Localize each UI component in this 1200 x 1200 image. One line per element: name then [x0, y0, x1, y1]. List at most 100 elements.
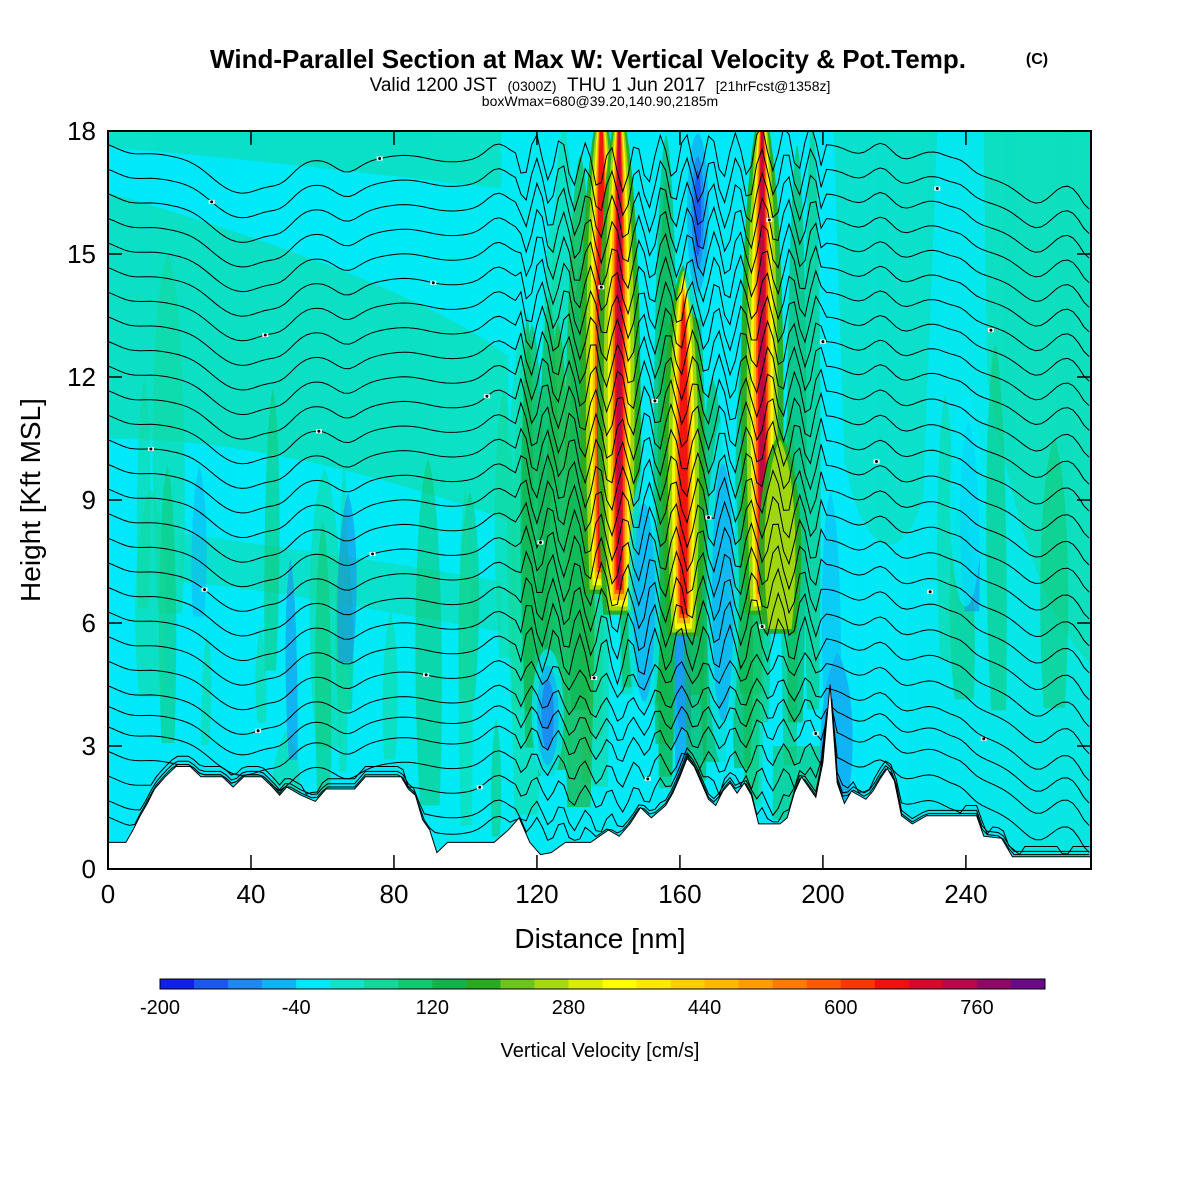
isentrope-line: [108, 698, 1090, 856]
isentrope-line: [108, 418, 1090, 512]
colorbar-swatch: [262, 979, 297, 989]
chart-title: Wind-Parallel Section at Max W: Vertical…: [210, 44, 966, 74]
box-wmax-info: boxWmax=680@39.20,140.90,2185m: [482, 93, 718, 109]
isentrope-line: [108, 244, 1090, 333]
colorbar-tick-label: -40: [282, 997, 311, 1019]
isentrope-line: [108, 703, 1090, 852]
isentrope-line: [108, 319, 1090, 407]
valid-line: Valid 1200 JST (0300Z) THU 1 Jun 2017 [2…: [370, 75, 831, 96]
isentrope-line: [108, 493, 1090, 593]
isentrope-label-dot: [814, 732, 818, 736]
x-tick-label: 120: [515, 879, 558, 909]
valid-prefix: Valid 1200 JST: [370, 75, 498, 96]
isentrope-label-dot: [646, 777, 650, 781]
colorbar: [159, 978, 1046, 990]
isentrope-label-dot: [431, 281, 435, 285]
colorbar-swatch: [976, 979, 1012, 989]
isentrope-label-dot: [599, 285, 603, 289]
velocity-streak: [821, 491, 841, 733]
isentrope-line: [108, 391, 1090, 485]
downdraft-core: [949, 393, 982, 607]
isentrope-line: [108, 651, 1090, 755]
y-tick-label: 6: [82, 608, 96, 638]
colorbar-swatch: [942, 979, 978, 989]
colorbar-swatch: [704, 979, 740, 989]
colorbar-swatch: [500, 979, 535, 989]
velocity-streak: [804, 131, 821, 710]
velocity-streak: [136, 378, 151, 609]
colorbar-swatch: [772, 979, 808, 989]
isentrope-line: [108, 518, 1090, 620]
weak-updraft-region: [833, 131, 938, 545]
isentrope-line: [108, 345, 1090, 431]
isentrope-label-dot: [203, 588, 207, 592]
isentrope-line: [108, 615, 1090, 728]
isentrope-line: [108, 171, 1090, 259]
colorbar-swatch: [398, 979, 433, 989]
colorbar-swatch: [228, 979, 263, 989]
velocity-streak: [494, 388, 516, 658]
isentrope-line: [108, 544, 1090, 647]
colorbar-swatch: [296, 979, 331, 989]
y-tick-label: 15: [67, 239, 96, 269]
isentrope-label-dot: [928, 590, 932, 594]
x-tick-label: 80: [380, 879, 409, 909]
isentrope-label-dot: [767, 218, 771, 222]
x-tick-label: 40: [237, 879, 266, 909]
isentrope-line: [108, 469, 1090, 566]
terrain-mask: [108, 684, 1091, 869]
colorbar-swatch: [908, 979, 944, 989]
x-tick-label: 160: [658, 879, 701, 909]
velocity-streak: [679, 297, 688, 615]
colorbar-swatch: [1010, 979, 1046, 989]
y-tick-label: 0: [82, 854, 96, 884]
isentrope-label-dot: [875, 460, 879, 464]
colorbar-swatch: [806, 979, 842, 989]
isentrope-line: [108, 268, 1090, 357]
colorbar-swatch: [432, 979, 467, 989]
isentrope-label-dot: [539, 540, 543, 544]
potential-temperature-contours: [108, 131, 1090, 856]
colorbar-tick-labels: -200 -40 120 280 440 600 760: [140, 997, 994, 1019]
forecast-info: [21hrFcst@1358z]: [716, 78, 831, 94]
y-axis-ticks: 0 3 6 9 12 15 18: [67, 116, 1091, 884]
colorbar-swatch: [194, 979, 229, 989]
colorbar-tick-label: 600: [824, 997, 857, 1019]
isentrope-line: [108, 222, 1090, 308]
isentrope-label-dot: [263, 333, 267, 337]
y-tick-label: 18: [67, 116, 96, 146]
isentrope-label-dot: [989, 328, 993, 332]
isentrope-line: [108, 294, 1090, 382]
isentrope-label-dot: [378, 157, 382, 161]
colorbar-tick-label: -200: [140, 997, 180, 1019]
y-tick-label: 12: [67, 362, 96, 392]
isentrope-label-dot: [653, 399, 657, 403]
colorbar-swatch: [364, 979, 399, 989]
isentrope-line: [108, 368, 1090, 458]
isentrope-label-dot: [371, 552, 375, 556]
valid-date: THU 1 Jun 2017: [567, 75, 705, 96]
colorbar-tick-label: 280: [552, 997, 585, 1019]
isentrope-label-dot: [210, 200, 214, 204]
colorbar-swatch: [330, 979, 365, 989]
velocity-streak: [759, 131, 765, 586]
velocity-streak: [255, 625, 267, 723]
colorbar-swatch: [466, 979, 501, 989]
colorbar-swatch: [670, 979, 706, 989]
colorbar-label: Vertical Velocity [cm/s]: [501, 1040, 700, 1062]
colorbar-tick-label: 760: [960, 997, 993, 1019]
x-tick-label: 240: [944, 879, 987, 909]
colorbar-swatch: [568, 979, 603, 989]
isentrope-line: [108, 147, 1090, 234]
isentrope-line: [108, 131, 1090, 210]
isentrope-line: [108, 567, 1090, 674]
colorbar-swatch: [738, 979, 774, 989]
colorbar-swatch: [534, 979, 569, 989]
isentrope-label-dot: [424, 673, 428, 677]
isentrope-line: [108, 197, 1090, 284]
x-tick-label: 200: [801, 879, 844, 909]
weak-updraft-region: [108, 131, 502, 189]
isentrope-line: [108, 705, 1090, 826]
colorbar-tick-label: 440: [688, 997, 721, 1019]
